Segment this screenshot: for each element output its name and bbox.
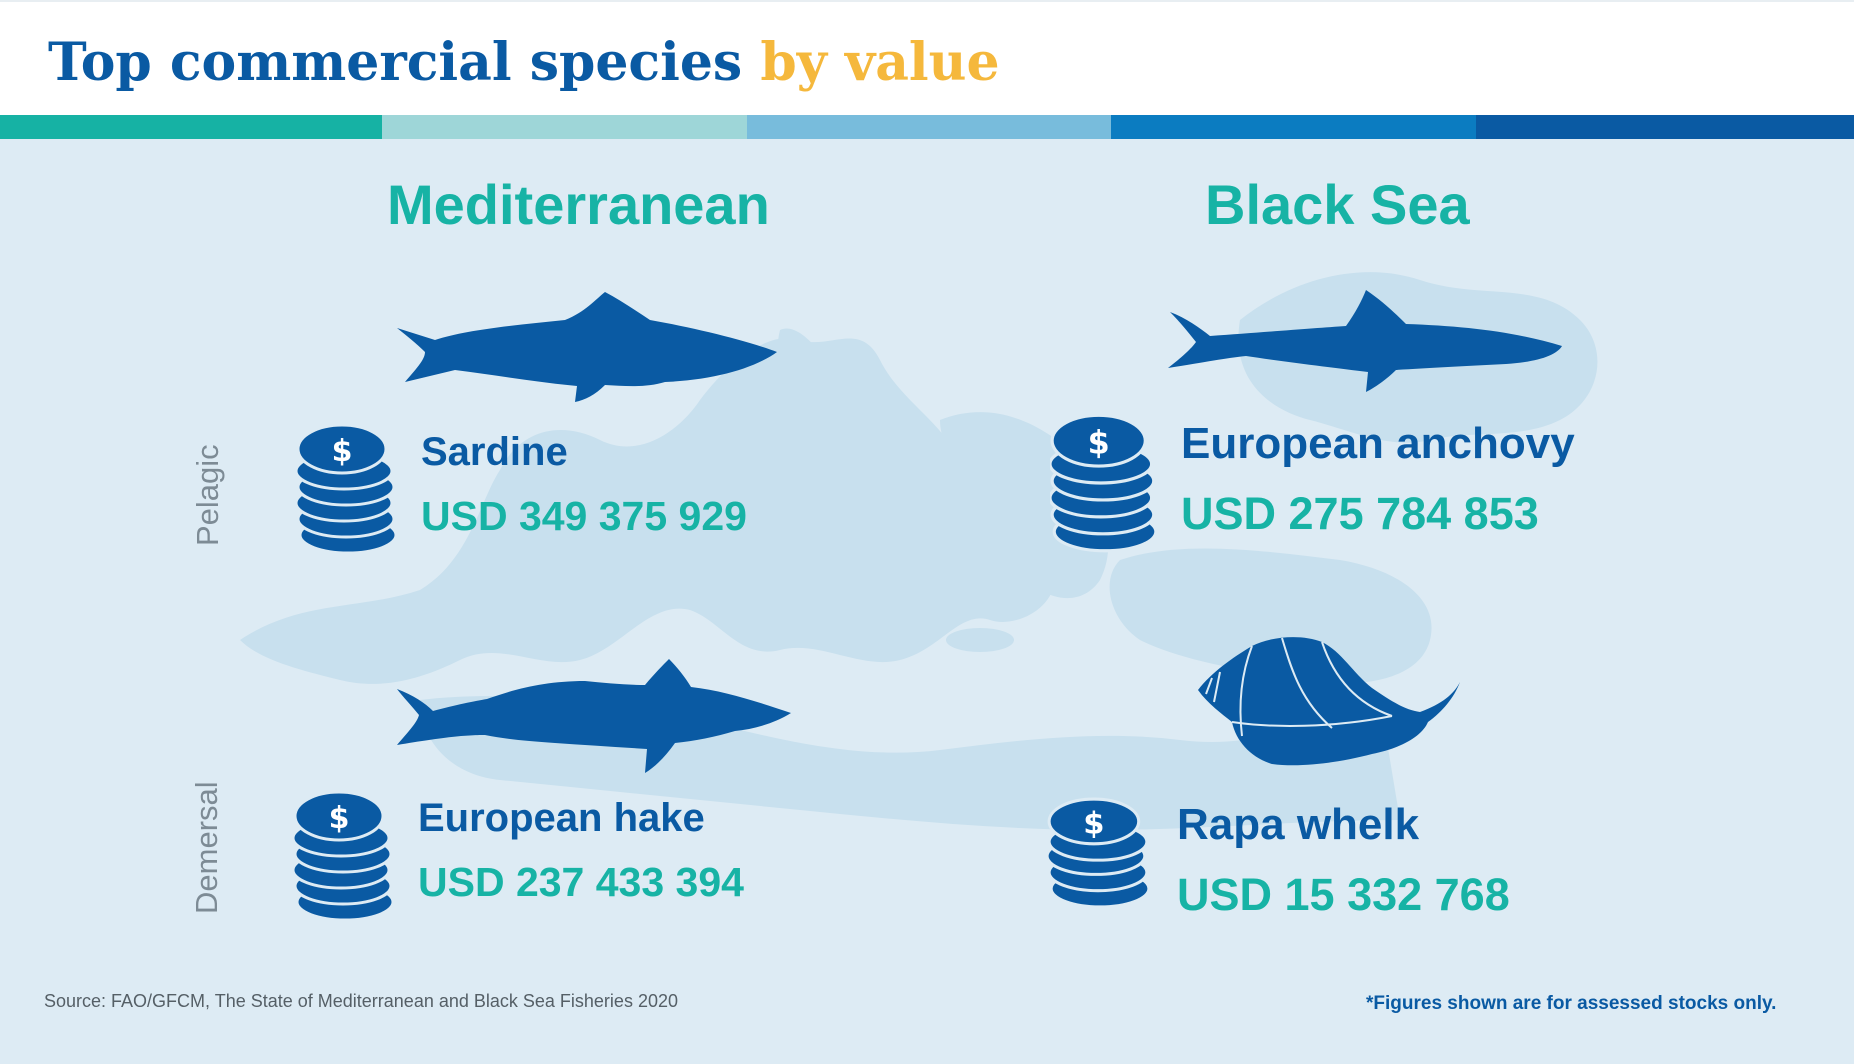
demersal-label: Demersal — [189, 781, 224, 914]
dollar-coin-stack-icon: $ — [1047, 797, 1151, 909]
stripe-segment — [382, 115, 747, 139]
svg-text:$: $ — [332, 434, 353, 469]
hake-fish-icon — [397, 659, 791, 773]
anchovy-name: European anchovy — [1181, 419, 1575, 468]
sardine-fish-icon — [397, 292, 777, 402]
hake-name: European hake — [418, 796, 705, 840]
whelk-name: Rapa whelk — [1177, 800, 1420, 849]
page-title: Top commercial species by value — [48, 32, 1000, 93]
svg-text:$: $ — [1083, 807, 1104, 842]
stripe-segment — [1111, 115, 1476, 139]
title-main: Top commercial species — [48, 32, 743, 93]
color-stripe — [0, 115, 1854, 139]
dollar-coin-stack-icon: $ — [1050, 413, 1158, 553]
whelk-value: USD 15 332 768 — [1177, 869, 1510, 920]
hake-value: USD 237 433 394 — [418, 859, 744, 905]
source-note: Source: FAO/GFCM, The State of Mediterra… — [44, 991, 678, 1011]
stripe-segment — [747, 115, 1111, 139]
anchovy-value: USD 275 784 853 — [1181, 488, 1539, 539]
stripe-segment — [1476, 115, 1854, 139]
svg-text:$: $ — [1088, 425, 1110, 461]
sardine-name: Sardine — [421, 430, 568, 474]
mediterranean-title: Mediterranean — [387, 173, 770, 236]
pelagic-label: Pelagic — [190, 444, 225, 546]
black-sea-title: Black Sea — [1205, 173, 1470, 236]
dollar-coin-stack-icon: $ — [296, 423, 398, 555]
background-map — [240, 272, 1598, 830]
anchovy-fish-icon — [1168, 290, 1562, 392]
dollar-coin-stack-icon: $ — [293, 790, 395, 922]
sardine-value: USD 349 375 929 — [421, 493, 747, 539]
whelk-shell-icon — [1198, 637, 1460, 766]
footnote: *Figures shown are for assessed stocks o… — [1366, 993, 1777, 1014]
stripe-segment — [0, 115, 382, 139]
header: Top commercial species by value — [0, 0, 1854, 115]
title-accent: by value — [760, 32, 1000, 93]
svg-text:$: $ — [329, 801, 350, 836]
